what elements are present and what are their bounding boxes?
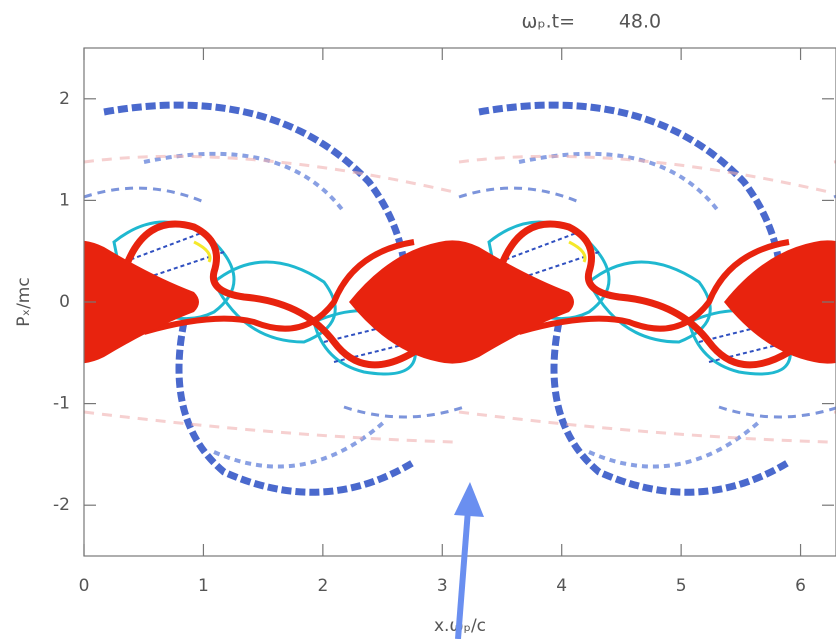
x-tick-label: 2 [317, 576, 328, 596]
y-axis-label: Pₓ/mc [14, 277, 34, 326]
x-tick-label: 1 [198, 576, 209, 596]
y-tick-label: 1 [59, 190, 70, 210]
time-value: 48.0 [619, 11, 661, 33]
phase-space-density [0, 105, 836, 492]
x-tick-label: 6 [795, 576, 806, 596]
x-tick-label: 3 [437, 576, 448, 596]
time-label: ωₚ.t= [522, 11, 575, 33]
y-tick-label: -1 [53, 394, 70, 414]
x-tick-label: 0 [79, 576, 90, 596]
y-tick-label: -2 [53, 495, 70, 515]
x-tick-label: 4 [556, 576, 567, 596]
x-tick-label: 5 [676, 576, 687, 596]
arrow [454, 482, 484, 639]
y-tick-label: 2 [59, 89, 70, 109]
y-tick-label: 0 [59, 292, 70, 312]
